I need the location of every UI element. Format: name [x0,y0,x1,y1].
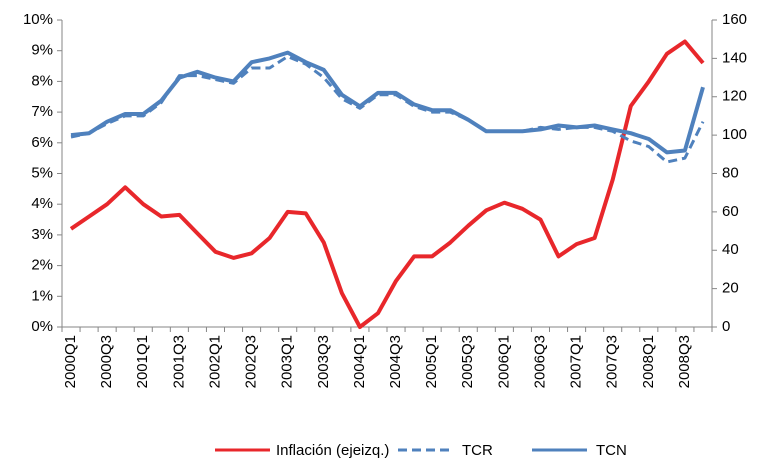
y2-tick-label: 80 [722,164,739,181]
x-tick-label: 2006Q1 [495,335,512,388]
y2-tick-label: 100 [722,126,747,143]
series-line [69,39,705,329]
x-tick-label: 2008Q3 [676,335,693,388]
legend-label: TCR [462,442,493,459]
x-tick-label: 2005Q1 [423,335,440,388]
x-tick-label: 2006Q3 [531,335,548,388]
x-tick-label: 2005Q3 [459,335,476,388]
y-tick-label: 8% [31,72,53,89]
y-tick-label: 5% [31,164,53,181]
x-tick-label: 2002Q3 [243,335,260,388]
x-tick-label: 2002Q1 [206,335,223,388]
x-tick-label: 2008Q1 [640,335,657,388]
y2-tick-label: 0 [722,318,730,335]
x-tick-label: 2003Q3 [315,335,332,388]
y-tick-label: 2% [31,257,53,274]
legend-label: Inflación (ejeizq.) [276,442,389,459]
legend-label: TCN [596,442,627,459]
x-tick-label: 2000Q1 [62,335,79,388]
x-tick-label: 2004Q1 [351,335,368,388]
x-tick-label: 2004Q3 [387,335,404,388]
y2-tick-label: 20 [722,280,739,297]
series-line [70,55,705,164]
series-line [70,50,705,155]
y-tick-label: 9% [31,42,53,59]
y2-tick-label: 60 [722,203,739,220]
x-tick-label: 2007Q3 [604,335,621,388]
y2-tick-label: 120 [722,88,747,105]
y2-tick-label: 140 [722,49,747,66]
y2-tick-label: 40 [722,241,739,258]
x-tick-label: 2001Q1 [134,335,151,388]
y2-tick-label: 160 [722,11,747,28]
x-tick-label: 2000Q3 [98,335,115,388]
y-tick-label: 1% [31,287,53,304]
y-tick-label: 3% [31,226,53,243]
y-tick-label: 6% [31,134,53,151]
y-tick-label: 4% [31,195,53,212]
y-tick-label: 0% [31,318,53,335]
y-tick-label: 10% [23,11,53,28]
y-tick-label: 7% [31,103,53,120]
x-tick-label: 2001Q3 [170,335,187,388]
x-tick-label: 2007Q1 [568,335,585,388]
x-tick-label: 2003Q1 [279,335,296,388]
